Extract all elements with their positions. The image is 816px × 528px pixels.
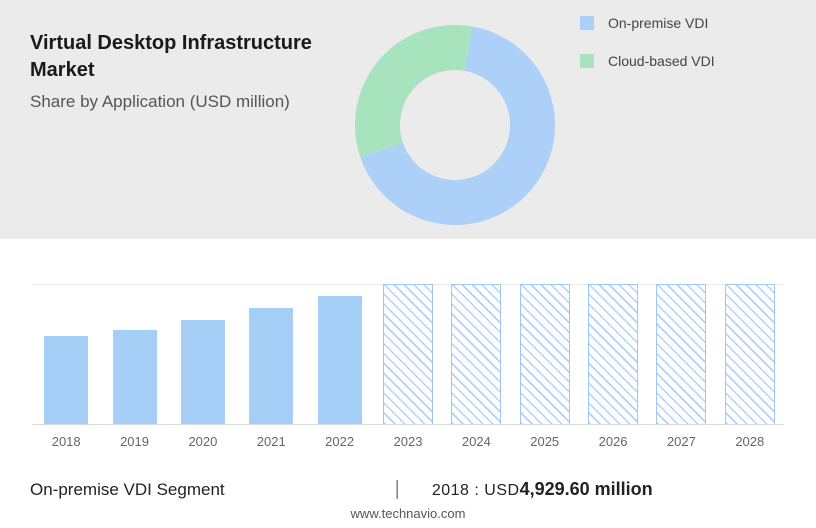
x-label: 2020: [169, 434, 237, 449]
bar-cell: [169, 269, 237, 424]
x-label: 2027: [647, 434, 715, 449]
x-label: 2028: [716, 434, 784, 449]
bar-cell: [305, 269, 373, 424]
bar-solid: [181, 320, 225, 424]
bar-cell: [442, 269, 510, 424]
x-label: 2024: [442, 434, 510, 449]
x-axis-labels: 2018201920202021202220232024202520262027…: [32, 434, 784, 449]
legend-label: Cloud-based VDI: [608, 53, 715, 69]
bar-solid: [113, 330, 157, 424]
footer-segment: On-premise VDI Segment: [30, 480, 225, 500]
footer-value: 4,929.60 million: [520, 479, 653, 500]
bar-chart: [32, 269, 784, 424]
bar-cell: [579, 269, 647, 424]
legend-swatch: [580, 54, 594, 68]
donut-chart: [350, 20, 560, 230]
bar-forecast: [383, 284, 433, 424]
bar-forecast: [656, 284, 706, 424]
bar-cell: [511, 269, 579, 424]
title-block: Virtual Desktop Infrastructure Market Sh…: [30, 30, 330, 112]
footer-divider: |: [395, 478, 400, 501]
source-url: www.technavio.com: [0, 506, 816, 521]
legend: On-premise VDI Cloud-based VDI: [580, 15, 715, 91]
x-label: 2018: [32, 434, 100, 449]
bar-cell: [237, 269, 305, 424]
bar-forecast: [725, 284, 775, 424]
legend-label: On-premise VDI: [608, 15, 708, 31]
title-line-2: Market: [30, 59, 94, 81]
x-label: 2023: [374, 434, 442, 449]
x-label: 2019: [100, 434, 168, 449]
bottom-panel: 2018201920202021202220232024202520262027…: [0, 239, 816, 449]
bar-forecast: [520, 284, 570, 424]
bar-solid: [318, 296, 362, 424]
bars-row: [32, 269, 784, 424]
x-label: 2025: [511, 434, 579, 449]
bar-cell: [647, 269, 715, 424]
bar-cell: [100, 269, 168, 424]
footer-year-label: 2018 : USD: [432, 482, 520, 500]
bar-solid: [249, 308, 293, 424]
legend-swatch: [580, 16, 594, 30]
bar-forecast: [451, 284, 501, 424]
x-label: 2021: [237, 434, 305, 449]
legend-item: Cloud-based VDI: [580, 53, 715, 69]
donut-slice: [355, 25, 472, 157]
bar-cell: [374, 269, 442, 424]
gridline-baseline: [32, 424, 784, 425]
bar-cell: [716, 269, 784, 424]
chart-subtitle: Share by Application (USD million): [30, 92, 330, 112]
legend-item: On-premise VDI: [580, 15, 715, 31]
chart-title: Virtual Desktop Infrastructure Market: [30, 30, 330, 84]
x-label: 2022: [305, 434, 373, 449]
bar-cell: [32, 269, 100, 424]
footer-line: On-premise VDI Segment | 2018 : USD 4,92…: [30, 478, 786, 501]
title-line-1: Virtual Desktop Infrastructure: [30, 32, 312, 54]
bar-forecast: [588, 284, 638, 424]
bar-solid: [44, 336, 88, 424]
top-panel: Virtual Desktop Infrastructure Market Sh…: [0, 0, 816, 239]
x-label: 2026: [579, 434, 647, 449]
